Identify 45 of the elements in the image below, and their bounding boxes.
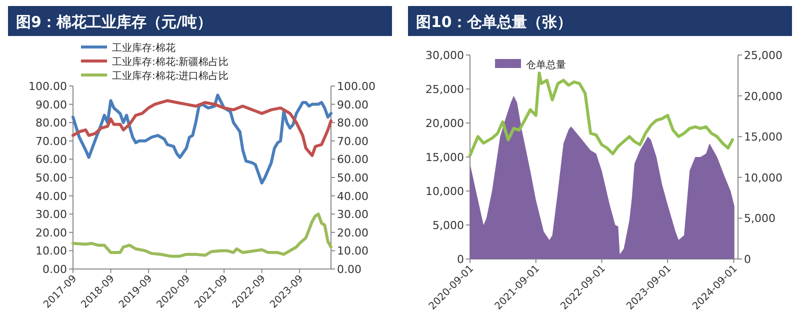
y-tick-label: 0	[457, 253, 464, 266]
y-tick-label: 40.00	[36, 190, 67, 203]
y2-tick-label: 90.00	[337, 98, 368, 112]
y2-tick-label: 0.00	[337, 263, 362, 276]
y2-tick-label: 40.00	[337, 190, 368, 203]
legend-label: 工业库存:棉花:新疆棉占比	[112, 56, 229, 68]
y2-tick-label: 60.00	[337, 153, 368, 166]
y2-tick-label: 15,000	[744, 130, 782, 144]
y-tick-label: 60.00	[36, 153, 67, 166]
y-tick-label: 50.00	[36, 172, 67, 184]
y2-tick-label: 25,000	[744, 49, 782, 62]
line-series	[72, 212, 332, 258]
y2-tick-label: 70.00	[337, 134, 368, 148]
y-tick-label: 0.00	[42, 263, 67, 276]
y2-tick-label: 30.00	[337, 208, 368, 222]
line-series	[468, 71, 734, 157]
y-tick-label: 30.00	[36, 208, 67, 222]
legend-label: 仓单总量	[526, 59, 566, 71]
line-series	[72, 99, 332, 158]
legend-label: 工业库存:棉花:进口棉占比	[112, 70, 229, 82]
chart-title: 图10：仓单总量（张）	[416, 13, 572, 31]
y-tick-label: 10,000	[426, 185, 464, 198]
y-tick-label: 10.00	[36, 244, 67, 258]
y2-tick-label: 20.00	[337, 226, 368, 240]
y-tick-label: 15,000	[426, 151, 464, 164]
y-tick-label: 80.00	[36, 116, 67, 130]
y-tick-label: 20.00	[36, 226, 67, 240]
legend-label: 工业库存:棉花	[112, 42, 176, 54]
y-tick-label: 30,000	[426, 49, 464, 62]
y2-tick-label: 100.00	[337, 80, 376, 93]
y2-tick-label: 10,000	[744, 171, 782, 184]
y-tick-label: 70.00	[36, 134, 67, 148]
y-tick-label: 90.00	[36, 98, 67, 112]
y-tick-label: 100.00	[28, 80, 67, 93]
y2-tick-label: 20,000	[744, 90, 782, 103]
line-series	[72, 94, 332, 184]
y-tick-label: 20,000	[426, 117, 464, 130]
y2-tick-label: 50.00	[337, 172, 368, 184]
y2-tick-label: 10.00	[337, 244, 368, 258]
y2-tick-label: 5,000	[744, 212, 776, 226]
chart-title: 图9：棉花工业库存（元/吨）	[16, 13, 212, 31]
y-tick-label: 25,000	[426, 83, 464, 96]
y2-tick-label: 0	[744, 253, 751, 266]
y2-tick-label: 80.00	[337, 116, 368, 130]
y-tick-label: 5,000	[432, 219, 464, 232]
